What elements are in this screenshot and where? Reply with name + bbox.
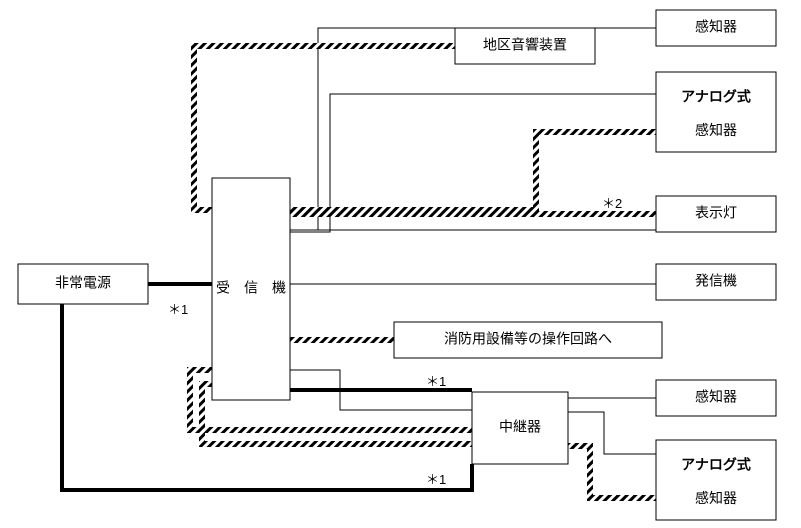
label-analog_detector_1a-bottom: 感知器 — [695, 122, 737, 138]
label-receiver: 受 信 機 — [216, 280, 286, 296]
box-analog_detector_2a — [656, 440, 776, 520]
label-transmitter: 発信機 — [695, 273, 737, 289]
label-analog_detector_1a-top: アナログ式 — [681, 88, 751, 104]
label-detector_top: 感知器 — [695, 19, 737, 35]
label-analog_detector_2a-bottom: 感知器 — [695, 490, 737, 506]
label-indicator_lamp: 表示灯 — [695, 205, 737, 221]
label-detector_bottom: 感知器 — [695, 389, 737, 405]
label-analog_detector_2a-top: アナログ式 — [681, 456, 751, 472]
label-repeater: 中継器 — [499, 419, 541, 435]
note-n1c: ＊1 — [426, 472, 446, 487]
note-n1b: ＊1 — [426, 374, 446, 389]
label-fire_op_circuit: 消防用設備等の操作回路へ — [444, 331, 612, 347]
box-analog_detector_1a — [656, 72, 776, 152]
note-n2: ＊2 — [602, 196, 622, 211]
note-n1a: ＊1 — [168, 302, 188, 317]
label-local_sound: 地区音響装置 — [483, 37, 567, 53]
label-emergency_power: 非常電源 — [55, 275, 111, 291]
